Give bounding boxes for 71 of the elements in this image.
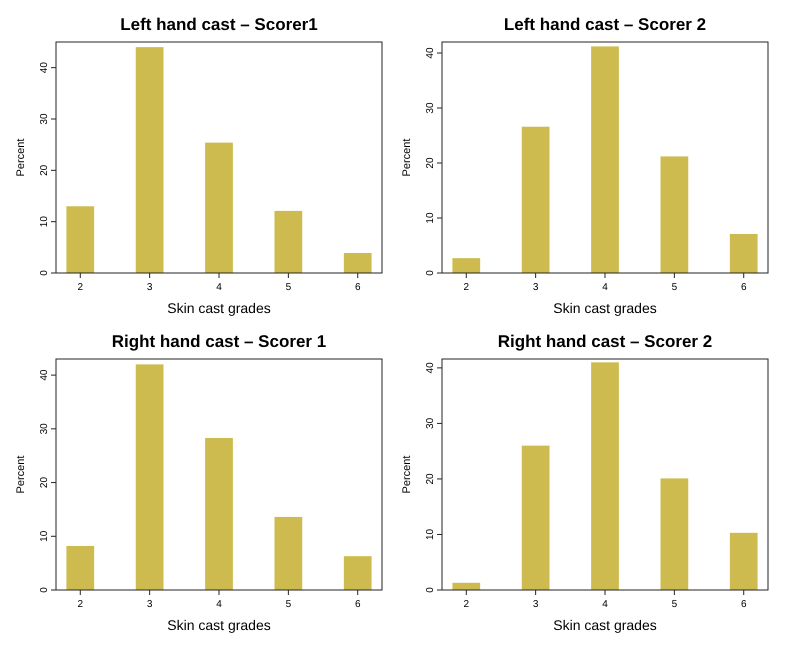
x-tick-label: 5 [672,599,678,610]
x-tick-label: 6 [354,599,361,610]
bar [591,46,619,273]
y-axis-title: Percent [15,456,27,494]
bar [660,478,688,590]
y-tick-label: 20 [425,472,436,485]
bar [730,532,758,590]
bar [66,206,94,273]
y-tick-label: 10 [425,212,436,224]
y-axis-title: Percent [401,456,413,494]
x-axis-title: Skin cast grades [553,300,657,316]
y-tick-label: 0 [425,270,436,276]
y-tick-label: 30 [39,422,50,434]
y-tick-label: 10 [425,528,436,540]
x-tick-label: 3 [532,282,539,293]
y-tick-label: 40 [425,362,436,374]
y-tick-label: 10 [39,216,50,228]
x-axis-title: Skin cast grades [167,617,271,633]
x-tick-label: 4 [216,599,222,610]
x-tick-label: 2 [77,282,84,293]
x-tick-label: 6 [354,282,361,293]
y-tick-label: 10 [39,530,50,542]
bar [205,142,233,273]
bar [730,234,758,273]
bar [205,438,233,590]
bar [274,516,302,590]
x-tick-label: 2 [77,599,84,610]
x-tick-label: 3 [146,282,153,293]
bar [344,556,372,590]
y-tick-label: 30 [39,113,50,125]
bar [660,156,688,273]
x-tick-label: 6 [740,599,747,610]
y-tick-label: 0 [425,586,436,593]
bar [591,362,619,590]
chart-title: Right hand cast – Scorer 1 [112,332,326,351]
y-tick-label: 0 [39,270,50,276]
x-tick-label: 5 [672,282,678,293]
y-tick-label: 0 [39,586,50,593]
x-tick-label: 3 [146,599,153,610]
y-tick-label: 20 [39,164,50,176]
x-tick-label: 4 [602,599,608,610]
y-tick-label: 30 [425,417,436,429]
bar [66,546,94,590]
x-tick-label: 5 [286,282,292,293]
y-axis-title: Percent [401,138,413,176]
chart-title: Right hand cast – Scorer 2 [498,332,712,351]
x-tick-label: 2 [463,282,470,293]
x-tick-label: 4 [216,282,222,293]
bar [344,252,372,273]
y-tick-label: 40 [39,62,50,74]
y-tick-label: 20 [425,157,436,169]
x-tick-label: 4 [602,282,608,293]
chart-title: Left hand cast – Scorer1 [120,15,318,34]
bar [452,258,480,273]
y-axis-title: Percent [15,138,27,176]
x-tick-label: 3 [532,599,539,610]
y-tick-label: 20 [39,476,50,488]
x-tick-label: 2 [463,599,470,610]
x-axis-title: Skin cast grades [553,617,657,633]
x-tick-label: 6 [740,282,747,293]
bar [136,364,164,590]
x-axis-title: Skin cast grades [167,300,271,316]
x-tick-label: 5 [286,599,292,610]
bar [274,210,302,273]
bar [522,126,550,273]
bar [136,47,164,273]
bar [522,446,550,590]
y-tick-label: 40 [425,47,436,59]
chart-title: Left hand cast – Scorer 2 [504,15,706,34]
y-tick-label: 30 [425,102,436,114]
y-tick-label: 40 [39,369,50,381]
